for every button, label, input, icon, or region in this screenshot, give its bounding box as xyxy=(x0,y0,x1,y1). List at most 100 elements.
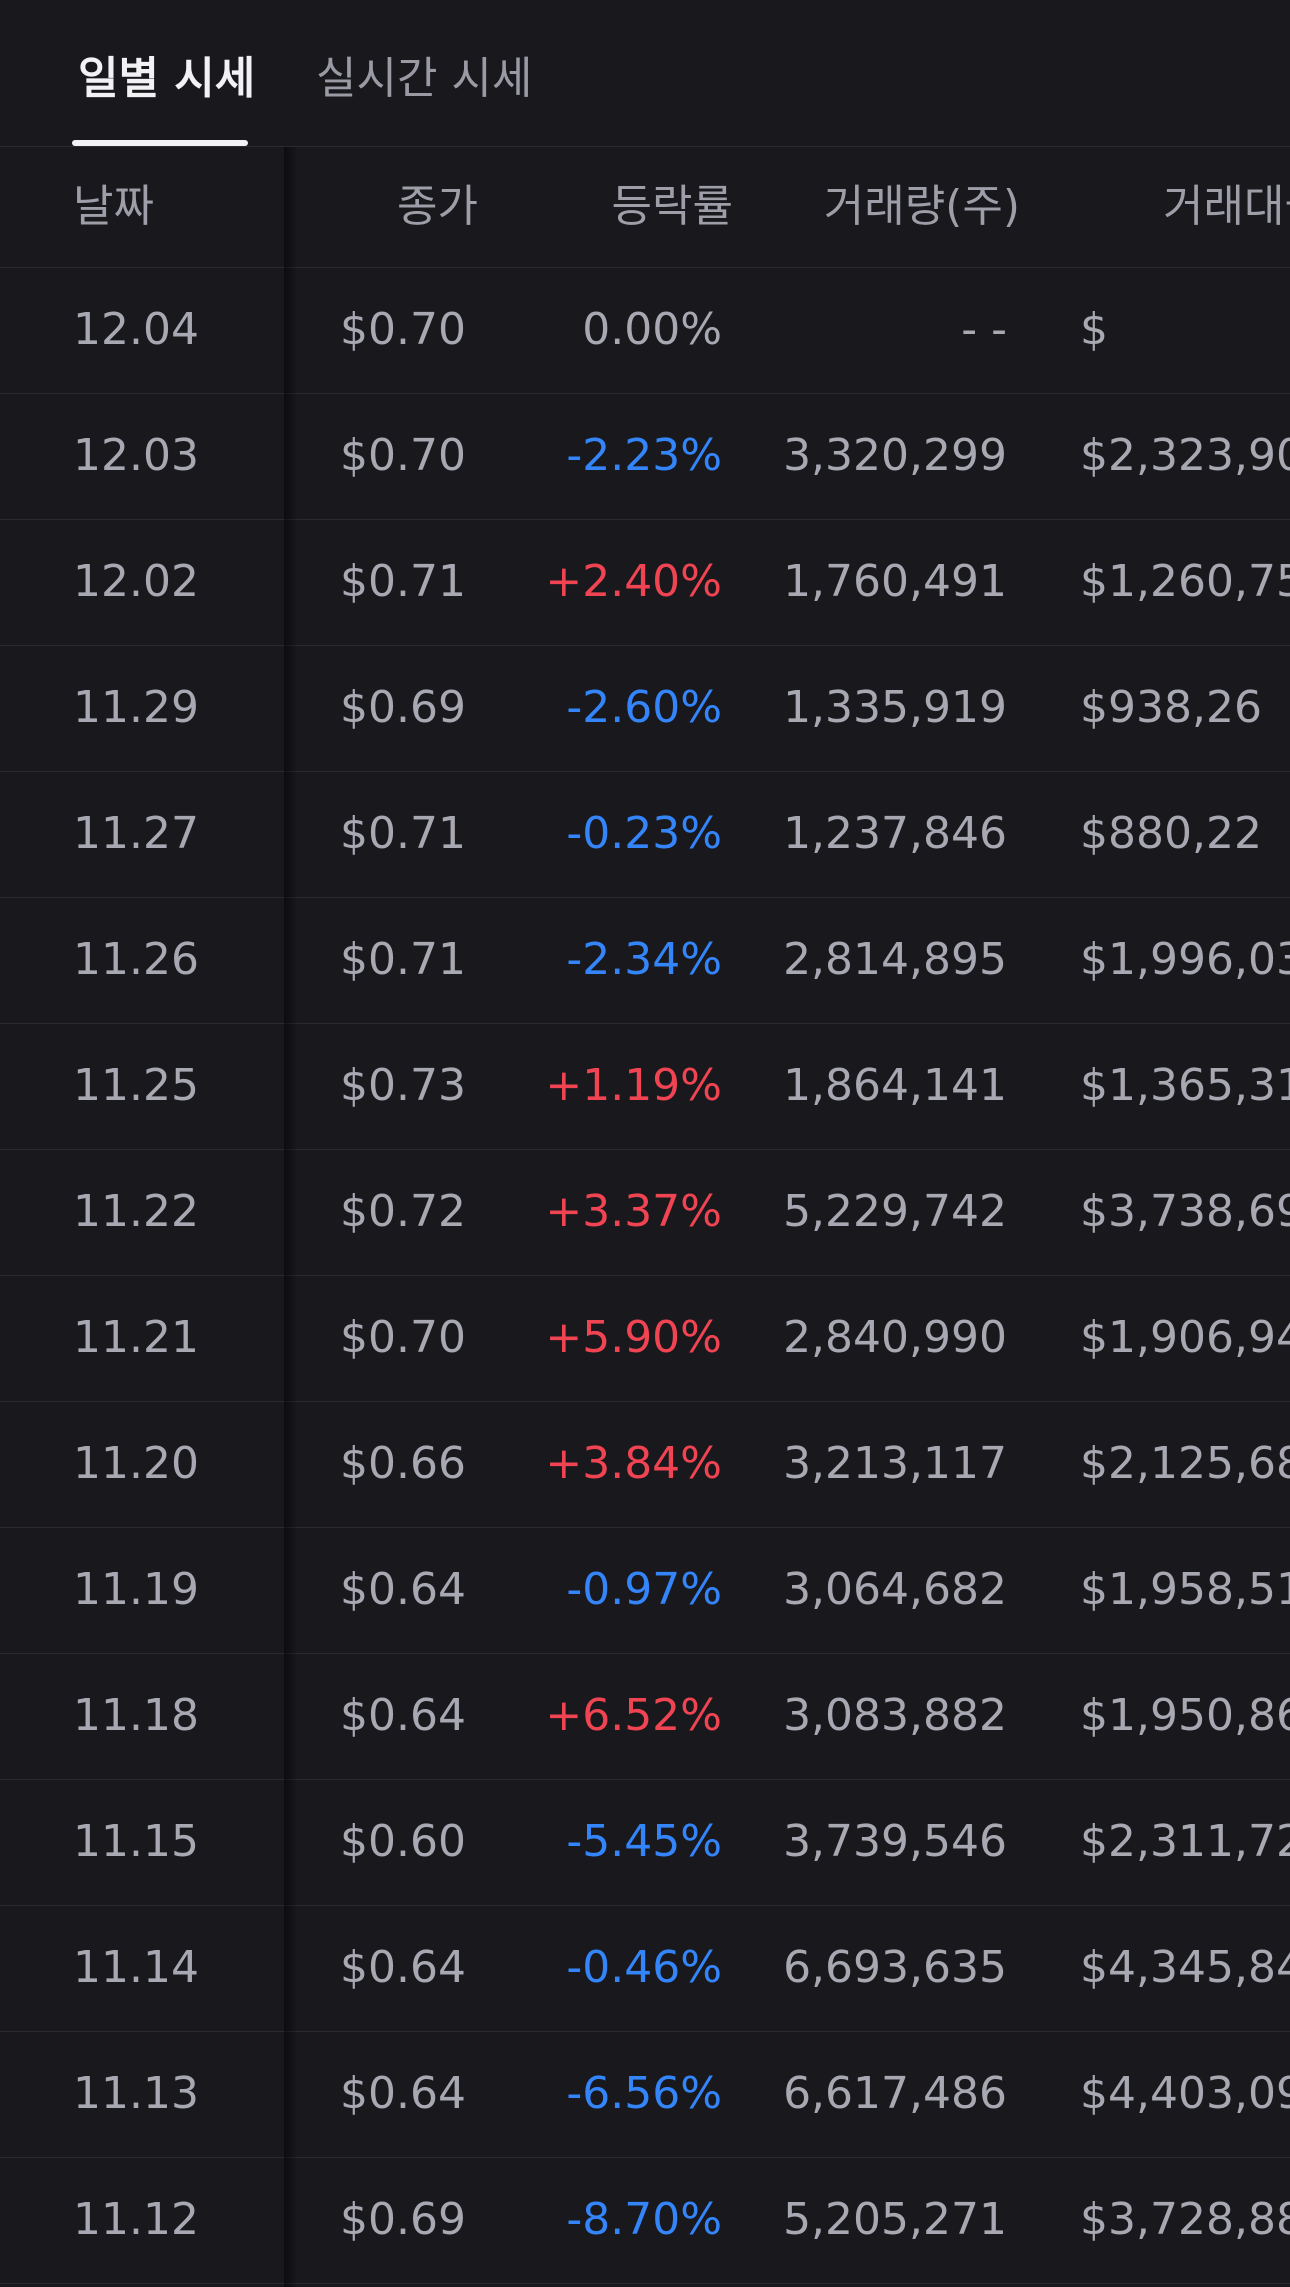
row-volume: 3,083,882 xyxy=(783,1690,1007,1741)
table-row[interactable]: 11.25 $0.73 +1.19% 1,864,141 $1,365,31 xyxy=(0,1024,1290,1150)
table-row[interactable]: 11.20 $0.66 +3.84% 3,213,117 $2,125,68 xyxy=(0,1402,1290,1528)
row-change-rate: -2.60% xyxy=(566,682,722,733)
table-row[interactable]: 12.03 $0.70 -2.23% 3,320,299 $2,323,90 xyxy=(0,394,1290,520)
row-amount: $2,311,72 xyxy=(1080,1816,1290,1867)
row-change-rate: -6.56% xyxy=(566,2068,722,2119)
table-row[interactable]: 11.12 $0.69 -8.70% 5,205,271 $3,728,88 xyxy=(0,2158,1290,2284)
row-change-rate: +1.19% xyxy=(545,1060,722,1111)
row-close-price: $0.66 xyxy=(340,1438,466,1489)
row-close-price: $0.71 xyxy=(340,934,466,985)
header-volume: 거래량(주) xyxy=(823,181,1020,232)
row-date: 11.15 xyxy=(73,1816,199,1867)
row-close-price: $0.64 xyxy=(340,1942,466,1993)
row-change-rate: -5.45% xyxy=(566,1816,722,1867)
row-close-price: $0.70 xyxy=(340,1312,466,1363)
header-amount: 거래대금 xyxy=(1163,181,1290,232)
row-change-rate: +5.90% xyxy=(545,1312,722,1363)
row-volume: 1,335,919 xyxy=(783,682,1007,733)
row-close-price: $0.69 xyxy=(340,2194,466,2245)
row-amount: $2,323,90 xyxy=(1080,430,1290,481)
row-volume: 1,864,141 xyxy=(783,1060,1007,1111)
row-volume: 2,840,990 xyxy=(783,1312,1007,1363)
row-volume: 3,213,117 xyxy=(783,1438,1007,1489)
row-amount: $938,26 xyxy=(1080,682,1262,733)
row-volume: 3,064,682 xyxy=(783,1564,1007,1615)
row-date: 11.29 xyxy=(73,682,199,733)
row-change-rate: -2.34% xyxy=(566,934,722,985)
table-row[interactable]: 11.14 $0.64 -0.46% 6,693,635 $4,345,84 xyxy=(0,1906,1290,2032)
row-change-rate: -0.97% xyxy=(566,1564,722,1615)
row-volume: 6,617,486 xyxy=(783,2068,1007,2119)
row-close-price: $0.71 xyxy=(340,556,466,607)
header-change-rate: 등락률 xyxy=(611,181,733,232)
row-amount: $3,728,88 xyxy=(1080,2194,1290,2245)
row-date: 11.25 xyxy=(73,1060,199,1111)
row-close-price: $0.71 xyxy=(340,808,466,859)
row-volume: 1,760,491 xyxy=(783,556,1007,607)
table-row[interactable]: 11.29 $0.69 -2.60% 1,335,919 $938,26 xyxy=(0,646,1290,772)
row-close-price: $0.64 xyxy=(340,1564,466,1615)
active-tab-indicator xyxy=(72,140,248,146)
row-amount: $ xyxy=(1080,304,1108,355)
row-volume: 2,814,895 xyxy=(783,934,1007,985)
row-date: 11.13 xyxy=(73,2068,199,2119)
price-table[interactable]: 날짜 종가 등락률 거래량(주) 거래대금 12.04 $0.70 0.00% - -… xyxy=(0,147,1290,2287)
row-change-rate: -0.23% xyxy=(566,808,722,859)
row-change-rate: +3.37% xyxy=(545,1186,722,1237)
sticky-column-shadow xyxy=(284,147,298,2287)
row-volume: 1,237,846 xyxy=(783,808,1007,859)
row-date: 12.02 xyxy=(73,556,199,607)
row-date: 11.18 xyxy=(73,1690,199,1741)
row-close-price: $0.70 xyxy=(340,304,466,355)
tab-bar: 일별 시세 실시간 시세 xyxy=(0,0,1290,147)
row-volume: - - xyxy=(961,304,1007,355)
header-close: 종가 xyxy=(397,181,478,232)
row-amount: $4,345,84 xyxy=(1080,1942,1290,1993)
row-date: 11.14 xyxy=(73,1942,199,1993)
row-date: 11.21 xyxy=(73,1312,199,1363)
row-close-price: $0.72 xyxy=(340,1186,466,1237)
table-row[interactable]: 11.22 $0.72 +3.37% 5,229,742 $3,738,69 xyxy=(0,1150,1290,1276)
header-date: 날짜 xyxy=(73,181,154,232)
row-close-price: $0.60 xyxy=(340,1816,466,1867)
row-close-price: $0.73 xyxy=(340,1060,466,1111)
row-change-rate: +6.52% xyxy=(545,1690,722,1741)
row-close-price: $0.64 xyxy=(340,2068,466,2119)
row-date: 11.27 xyxy=(73,808,199,859)
row-date: 11.20 xyxy=(73,1438,199,1489)
table-row[interactable]: 11.26 $0.71 -2.34% 2,814,895 $1,996,03 xyxy=(0,898,1290,1024)
table-header: 날짜 종가 등락률 거래량(주) 거래대금 xyxy=(0,147,1290,268)
row-amount: $3,738,69 xyxy=(1080,1186,1290,1237)
row-volume: 3,739,546 xyxy=(783,1816,1007,1867)
row-date: 12.03 xyxy=(73,430,199,481)
row-amount: $1,906,94 xyxy=(1080,1312,1290,1363)
row-close-price: $0.64 xyxy=(340,1690,466,1741)
row-change-rate: 0.00% xyxy=(582,304,722,355)
table-row[interactable]: 11.15 $0.60 -5.45% 3,739,546 $2,311,72 xyxy=(0,1780,1290,1906)
row-volume: 5,229,742 xyxy=(783,1186,1007,1237)
row-change-rate: -2.23% xyxy=(566,430,722,481)
row-change-rate: +2.40% xyxy=(545,556,722,607)
row-amount: $2,125,68 xyxy=(1080,1438,1290,1489)
row-date: 11.19 xyxy=(73,1564,199,1615)
tab-daily-price[interactable]: 일별 시세 xyxy=(78,53,256,104)
row-amount: $4,403,09 xyxy=(1080,2068,1290,2119)
tab-realtime-price[interactable]: 실시간 시세 xyxy=(316,53,533,104)
table-row[interactable]: 11.27 $0.71 -0.23% 1,237,846 $880,22 xyxy=(0,772,1290,898)
table-row[interactable]: 11.21 $0.70 +5.90% 2,840,990 $1,906,94 xyxy=(0,1276,1290,1402)
row-amount: $1,950,86 xyxy=(1080,1690,1290,1741)
row-amount: $1,996,03 xyxy=(1080,934,1290,985)
row-amount: $1,365,31 xyxy=(1080,1060,1290,1111)
table-row[interactable]: 11.19 $0.64 -0.97% 3,064,682 $1,958,51 xyxy=(0,1528,1290,1654)
row-date: 11.22 xyxy=(73,1186,199,1237)
table-row[interactable]: 11.13 $0.64 -6.56% 6,617,486 $4,403,09 xyxy=(0,2032,1290,2158)
table-row[interactable]: 12.04 $0.70 0.00% - - $ xyxy=(0,268,1290,394)
row-close-price: $0.69 xyxy=(340,682,466,733)
row-volume: 3,320,299 xyxy=(783,430,1007,481)
row-date: 11.26 xyxy=(73,934,199,985)
table-row[interactable]: 12.02 $0.71 +2.40% 1,760,491 $1,260,75 xyxy=(0,520,1290,646)
row-change-rate: -0.46% xyxy=(566,1942,722,1993)
table-row[interactable]: 11.18 $0.64 +6.52% 3,083,882 $1,950,86 xyxy=(0,1654,1290,1780)
row-volume: 5,205,271 xyxy=(783,2194,1007,2245)
row-date: 12.04 xyxy=(73,304,199,355)
